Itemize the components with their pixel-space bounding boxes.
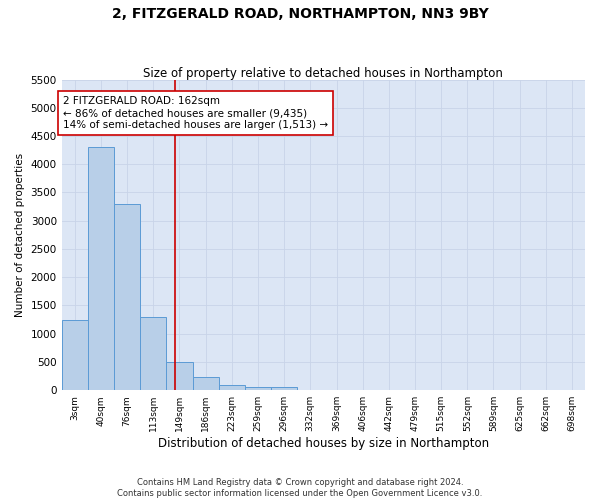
Text: 2 FITZGERALD ROAD: 162sqm
← 86% of detached houses are smaller (9,435)
14% of se: 2 FITZGERALD ROAD: 162sqm ← 86% of detac… <box>63 96 328 130</box>
Bar <box>219 384 245 390</box>
Bar <box>193 378 219 390</box>
Bar <box>114 204 140 390</box>
Text: 2, FITZGERALD ROAD, NORTHAMPTON, NN3 9BY: 2, FITZGERALD ROAD, NORTHAMPTON, NN3 9BY <box>112 8 488 22</box>
Bar <box>166 362 193 390</box>
Text: Contains HM Land Registry data © Crown copyright and database right 2024.
Contai: Contains HM Land Registry data © Crown c… <box>118 478 482 498</box>
Bar <box>140 317 166 390</box>
Title: Size of property relative to detached houses in Northampton: Size of property relative to detached ho… <box>143 66 503 80</box>
Bar <box>245 386 271 390</box>
Bar <box>271 388 297 390</box>
X-axis label: Distribution of detached houses by size in Northampton: Distribution of detached houses by size … <box>158 437 489 450</box>
Bar <box>62 320 88 390</box>
Y-axis label: Number of detached properties: Number of detached properties <box>15 153 25 317</box>
Bar <box>88 148 114 390</box>
